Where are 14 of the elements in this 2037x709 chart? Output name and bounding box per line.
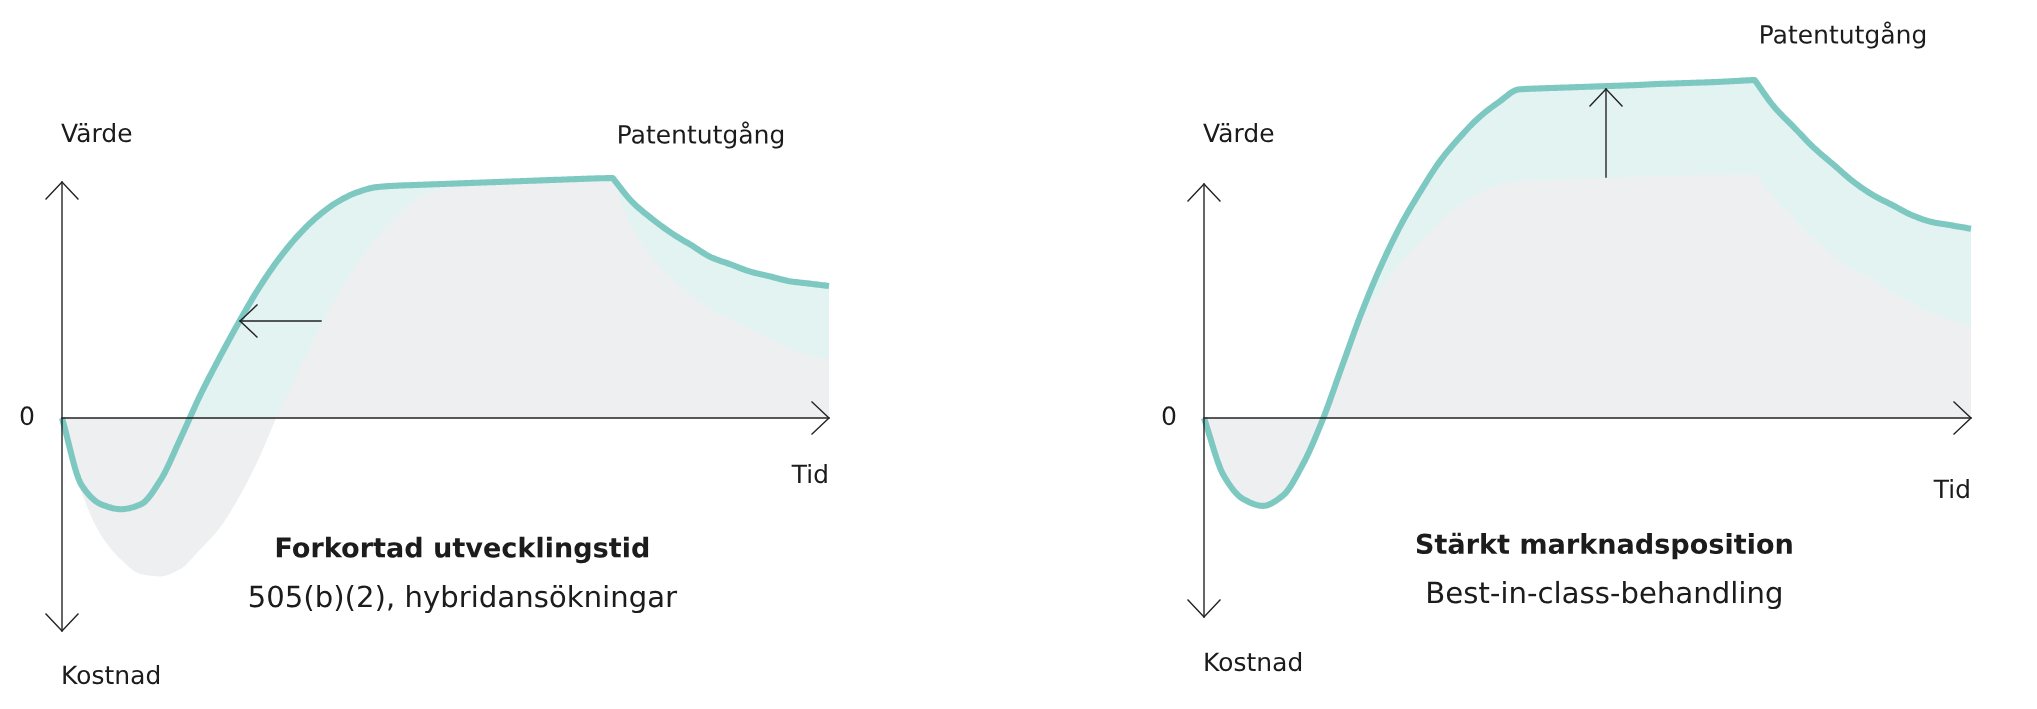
x-axis-title: Tid <box>791 463 827 484</box>
text: 0 <box>1162 406 1176 426</box>
text: 0 <box>20 406 34 426</box>
text: Patentutgång <box>1761 21 1926 49</box>
y-axis-title: Värde <box>61 122 132 143</box>
text: Kostnad <box>63 664 160 685</box>
x-axis-title: Tid <box>1933 478 1969 499</box>
text: Kostnad <box>1205 651 1302 672</box>
text: 505(b)(2), hybridansökningar <box>249 584 678 614</box>
text: Forkortad utvecklingstid <box>276 536 649 564</box>
text: Stärkt marknadsposition <box>1416 532 1792 560</box>
text: Patentutgång <box>619 121 784 149</box>
y-axis-title: Värde <box>1203 122 1274 143</box>
text: Best-in-class-behandling <box>1428 580 1781 610</box>
